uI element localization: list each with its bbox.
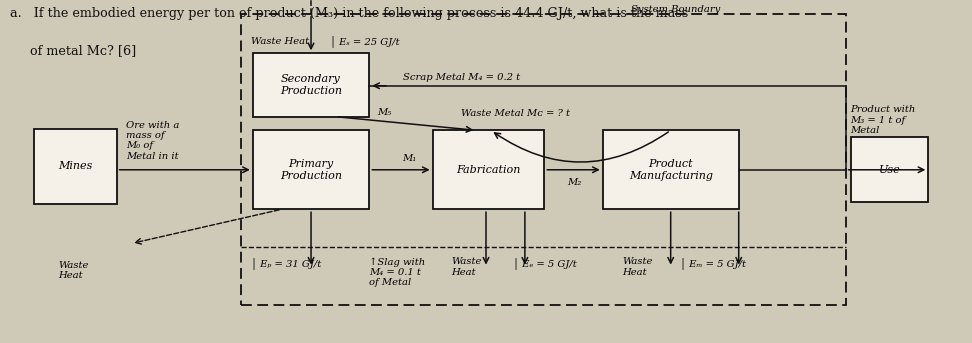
FancyBboxPatch shape bbox=[34, 129, 117, 204]
Text: M₁: M₁ bbox=[402, 154, 417, 163]
Text: M₅: M₅ bbox=[377, 108, 392, 117]
FancyBboxPatch shape bbox=[603, 130, 739, 209]
Text: Fabrication: Fabrication bbox=[456, 165, 521, 175]
Text: │ Eₛ = 25 GJ/t: │ Eₛ = 25 GJ/t bbox=[330, 35, 400, 47]
Text: Waste
Heat: Waste Heat bbox=[451, 257, 481, 277]
Text: Secondary
Production: Secondary Production bbox=[280, 74, 342, 96]
Text: │ Eₘ = 5 GJ/t: │ Eₘ = 5 GJ/t bbox=[680, 257, 746, 269]
FancyBboxPatch shape bbox=[850, 137, 928, 202]
Text: Primary
Production: Primary Production bbox=[280, 159, 342, 180]
FancyBboxPatch shape bbox=[253, 53, 369, 117]
Text: │ Eₑ = 5 GJ/t: │ Eₑ = 5 GJ/t bbox=[513, 257, 577, 269]
Text: Waste
Heat: Waste Heat bbox=[622, 257, 652, 277]
Text: Waste Heat: Waste Heat bbox=[251, 37, 309, 46]
Text: System Boundary: System Boundary bbox=[631, 5, 720, 14]
Text: Waste Metal Mᴄ = ? t: Waste Metal Mᴄ = ? t bbox=[461, 109, 570, 118]
Text: M₂: M₂ bbox=[567, 178, 581, 187]
Text: ↑Slag with
M₄ = 0.1 t
of Metal: ↑Slag with M₄ = 0.1 t of Metal bbox=[369, 257, 426, 287]
Text: Mines: Mines bbox=[58, 161, 92, 172]
Text: Waste
Heat: Waste Heat bbox=[58, 261, 88, 280]
Text: Use: Use bbox=[879, 165, 900, 175]
Text: of metal Mᴄ? [6]: of metal Mᴄ? [6] bbox=[10, 45, 136, 58]
FancyBboxPatch shape bbox=[253, 130, 369, 209]
FancyBboxPatch shape bbox=[433, 130, 544, 209]
Text: a.   If the embodied energy per ton of product (M₃) in the following process is : a. If the embodied energy per ton of pro… bbox=[10, 7, 688, 20]
Text: │ Eₚ = 31 GJ/t: │ Eₚ = 31 GJ/t bbox=[251, 257, 321, 269]
Text: Product
Manufacturing: Product Manufacturing bbox=[629, 159, 712, 180]
Text: Scrap Metal M₄ = 0.2 t: Scrap Metal M₄ = 0.2 t bbox=[403, 73, 520, 82]
Text: Product with
M₃ = 1 t of
Metal: Product with M₃ = 1 t of Metal bbox=[850, 105, 916, 135]
Text: Ore with a
mass of
M₀ of
Metal in it: Ore with a mass of M₀ of Metal in it bbox=[126, 120, 180, 161]
